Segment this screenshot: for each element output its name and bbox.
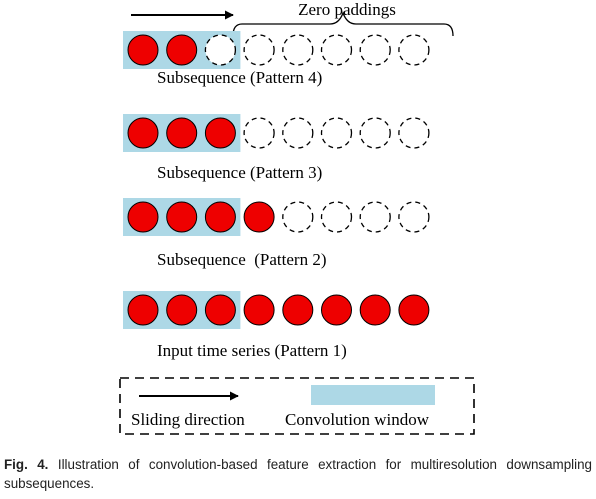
data-point: [204, 201, 236, 233]
data-point: [127, 34, 159, 66]
zero-padding-point: [320, 117, 353, 149]
data-point: [127, 294, 159, 326]
data-point: [204, 117, 236, 149]
caption-text: Illustration of convolution-based featur…: [4, 457, 592, 491]
zero-padding-point: [320, 34, 353, 66]
zero-padding-point: [398, 117, 430, 149]
figure-caption: Fig. 4. Illustration of convolution-base…: [4, 455, 592, 493]
sequence-row: Subsequence (Pattern 2): [123, 198, 430, 269]
row-label: Subsequence (Pattern 2): [157, 250, 326, 269]
sequence-row: Subsequence (Pattern 4): [123, 31, 430, 87]
sequence-row: Input time series (Pattern 1): [123, 291, 430, 360]
data-point: [359, 294, 391, 326]
data-point: [204, 294, 236, 326]
data-point: [282, 294, 314, 326]
data-point: [166, 34, 198, 66]
zero-padding-point: [243, 117, 275, 149]
row-label: Subsequence (Pattern 3): [157, 163, 322, 182]
zero-padding-point: [204, 34, 237, 66]
caption-label: Fig. 4.: [4, 457, 49, 472]
data-point: [243, 201, 275, 233]
zero-padding-point: [243, 34, 275, 66]
data-point: [166, 201, 198, 233]
sequence-rows: Subsequence (Pattern 4) Subsequence (Patt…: [123, 31, 430, 360]
data-point: [166, 294, 198, 326]
zero-padding-point: [282, 117, 314, 149]
sequence-row: Subsequence (Pattern 3): [123, 114, 430, 182]
data-point: [127, 201, 159, 233]
data-point: [398, 294, 430, 326]
data-point: [243, 294, 275, 326]
legend-convolution-window-label: Convolution window: [285, 410, 430, 429]
legend-sliding-direction-label: Sliding direction: [131, 410, 245, 429]
data-point: [166, 117, 198, 149]
figure-canvas: Zero paddings Subsequence (Pattern 4)Sub…: [119, 0, 475, 435]
data-point: [321, 294, 352, 326]
zero-padding-point: [282, 201, 314, 233]
zero-padding-point: [359, 117, 391, 149]
zero-padding-point: [359, 201, 391, 233]
zero-paddings-label: Zero paddings: [298, 0, 396, 19]
row-label: Input time series (Pattern 1): [157, 341, 347, 360]
zero-padding-point: [398, 34, 430, 66]
zero-padding-point: [398, 201, 430, 233]
zero-padding-point: [359, 34, 391, 66]
legend-box: [119, 377, 475, 435]
zero-padding-brace: [232, 11, 454, 37]
zero-padding-point: [320, 201, 353, 233]
zero-padding-point: [282, 34, 314, 66]
legend-window-swatch: [311, 385, 435, 405]
row-label: Subsequence (Pattern 4): [157, 68, 322, 87]
data-point: [127, 117, 159, 149]
